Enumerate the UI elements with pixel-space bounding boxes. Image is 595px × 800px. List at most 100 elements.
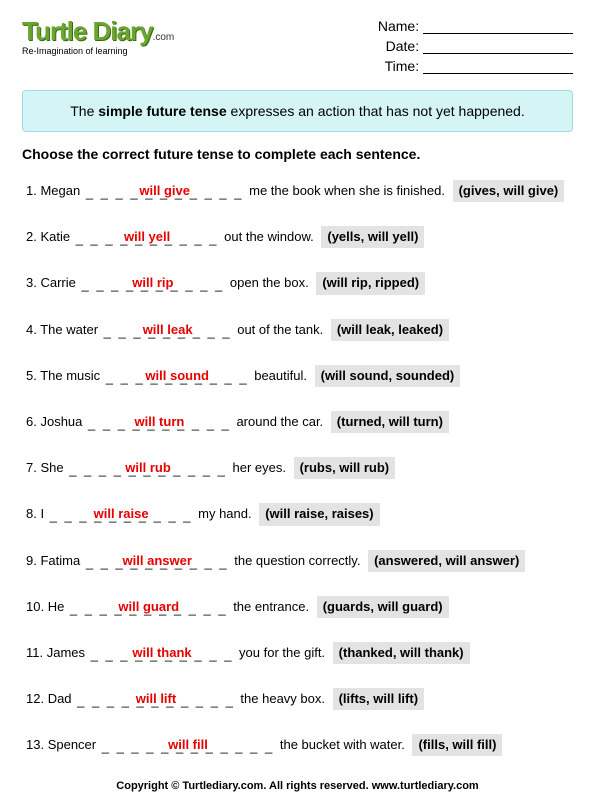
time-label: Time: — [385, 58, 419, 74]
question-options: (will leak, leaked) — [331, 319, 449, 341]
question-options: (will raise, raises) — [259, 503, 379, 525]
question-number: 3. — [26, 275, 40, 290]
answer-text: will answer — [123, 552, 192, 570]
question-pre: James — [47, 645, 89, 660]
question-post: you for the gift. — [235, 645, 328, 660]
answer-blank[interactable]: _ _ _ _ _ _ _ _ _ _will yell — [76, 230, 219, 248]
question-number: 9. — [26, 553, 40, 568]
answer-blank[interactable]: _ _ _ _ _ _ _ _ _ _ _will give — [86, 184, 244, 202]
question-number: 1. — [26, 183, 40, 198]
question-row: 11. James _ _ _ _ _ _ _ _ _ _will thank … — [26, 642, 573, 664]
question-row: 2. Katie _ _ _ _ _ _ _ _ _ _will yell ou… — [26, 226, 573, 248]
logo-tagline: Re-Imagination of learning — [22, 46, 174, 56]
logo-main: Turtle Diary.com — [22, 18, 174, 44]
answer-blank[interactable]: _ _ _ _ _ _ _ _ _ _will sound — [106, 369, 249, 387]
answer-text: will rip — [132, 274, 173, 292]
answer-text: will turn — [135, 413, 185, 431]
answer-blank[interactable]: _ _ _ _ _ _ _ _ _ _will turn — [88, 415, 231, 433]
question-number: 11. — [26, 645, 47, 660]
question-post: open the box. — [226, 275, 312, 290]
question-post: her eyes. — [229, 460, 290, 475]
meta-name: Name: — [378, 18, 573, 34]
question-pre: Megan — [40, 183, 83, 198]
answer-text: will lift — [136, 690, 176, 708]
question-post: me the book when she is finished. — [246, 183, 449, 198]
answer-blank[interactable]: _ _ _ _ _ _ _ _ _ _will thank — [91, 646, 234, 664]
question-row: 1. Megan _ _ _ _ _ _ _ _ _ _ _will give … — [26, 180, 573, 202]
question-row: 8. I _ _ _ _ _ _ _ _ _ _will raise my ha… — [26, 503, 573, 525]
question-row: 7. She _ _ _ _ _ _ _ _ _ _ _will rub her… — [26, 457, 573, 479]
logo-suffix: .com — [153, 32, 175, 43]
question-number: 10. — [26, 599, 48, 614]
instruction-box: The simple future tense expresses an act… — [22, 90, 573, 132]
question-options: (lifts, will lift) — [333, 688, 424, 710]
questions-list: 1. Megan _ _ _ _ _ _ _ _ _ _ _will give … — [22, 180, 573, 756]
instruction-bold: simple future tense — [98, 103, 226, 119]
logo-text: Turtle Diary — [22, 16, 153, 46]
question-number: 12. — [26, 691, 48, 706]
answer-blank[interactable]: _ _ _ _ _ _ _ _ _ _ _ _will fill — [102, 738, 275, 756]
question-options: (will rip, ripped) — [316, 272, 425, 294]
answer-text: will leak — [143, 321, 193, 339]
date-blank[interactable] — [423, 40, 573, 54]
prompt: Choose the correct future tense to compl… — [22, 146, 573, 162]
instruction-pre: The — [70, 103, 98, 119]
name-blank[interactable] — [423, 20, 573, 34]
question-row: 13. Spencer _ _ _ _ _ _ _ _ _ _ _ _will … — [26, 734, 573, 756]
question-options: (rubs, will rub) — [294, 457, 396, 479]
answer-text: will thank — [132, 644, 191, 662]
question-number: 7. — [26, 460, 40, 475]
question-options: (yells, will yell) — [321, 226, 424, 248]
date-label: Date: — [386, 38, 419, 54]
answer-blank[interactable]: _ _ _ _ _ _ _ _ _ _ _will lift — [77, 692, 235, 710]
meta-date: Date: — [378, 38, 573, 54]
question-row: 6. Joshua _ _ _ _ _ _ _ _ _ _will turn a… — [26, 411, 573, 433]
answer-blank[interactable]: _ _ _ _ _ _ _ _ _ _ _will rub — [69, 461, 227, 479]
question-options: (guards, will guard) — [317, 596, 449, 618]
question-number: 2. — [26, 229, 40, 244]
question-number: 13. — [26, 737, 48, 752]
question-number: 4. — [26, 322, 40, 337]
answer-blank[interactable]: _ _ _ _ _ _ _ _ _ _will rip — [81, 276, 224, 294]
question-post: the heavy box. — [237, 691, 329, 706]
question-post: the bucket with water. — [276, 737, 408, 752]
question-number: 6. — [26, 414, 40, 429]
time-blank[interactable] — [423, 60, 573, 74]
meta-block: Name: Date: Time: — [378, 18, 573, 78]
question-options: (thanked, will thank) — [333, 642, 470, 664]
question-post: out of the tank. — [234, 322, 327, 337]
answer-blank[interactable]: _ _ _ _ _ _ _ _ _ _will raise — [50, 507, 193, 525]
answer-text: will yell — [124, 228, 170, 246]
question-pre: The music — [40, 368, 104, 383]
question-post: around the car. — [233, 414, 327, 429]
footer: Copyright © Turtlediary.com. All rights … — [0, 780, 595, 792]
answer-text: will give — [139, 182, 190, 200]
question-pre: I — [40, 506, 47, 521]
question-pre: Fatima — [40, 553, 83, 568]
answer-text: will fill — [168, 736, 208, 754]
question-row: 12. Dad _ _ _ _ _ _ _ _ _ _ _will lift t… — [26, 688, 573, 710]
answer-text: will raise — [94, 505, 149, 523]
answer-text: will guard — [118, 598, 179, 616]
question-row: 5. The music _ _ _ _ _ _ _ _ _ _will sou… — [26, 365, 573, 387]
question-options: (answered, will answer) — [368, 550, 525, 572]
instruction-post: expresses an action that has not yet hap… — [227, 103, 525, 119]
logo: Turtle Diary.com Re-Imagination of learn… — [22, 18, 174, 56]
header: Turtle Diary.com Re-Imagination of learn… — [22, 18, 573, 78]
question-pre: The water — [40, 322, 101, 337]
question-row: 3. Carrie _ _ _ _ _ _ _ _ _ _will rip op… — [26, 272, 573, 294]
answer-blank[interactable]: _ _ _ _ _ _ _ _ _ _ _will guard — [70, 600, 228, 618]
question-number: 5. — [26, 368, 40, 383]
question-post: the entrance. — [230, 599, 313, 614]
answer-blank[interactable]: _ _ _ _ _ _ _ _ _ _will answer — [86, 554, 229, 572]
answer-blank[interactable]: _ _ _ _ _ _ _ _ _will leak — [104, 323, 232, 341]
question-options: (gives, will give) — [453, 180, 565, 202]
question-options: (fills, will fill) — [412, 734, 502, 756]
question-pre: He — [48, 599, 68, 614]
question-options: (turned, will turn) — [331, 411, 449, 433]
question-pre: Carrie — [40, 275, 79, 290]
question-row: 10. He _ _ _ _ _ _ _ _ _ _ _will guard t… — [26, 596, 573, 618]
question-post: beautiful. — [251, 368, 311, 383]
question-number: 8. — [26, 506, 40, 521]
name-label: Name: — [378, 18, 419, 34]
